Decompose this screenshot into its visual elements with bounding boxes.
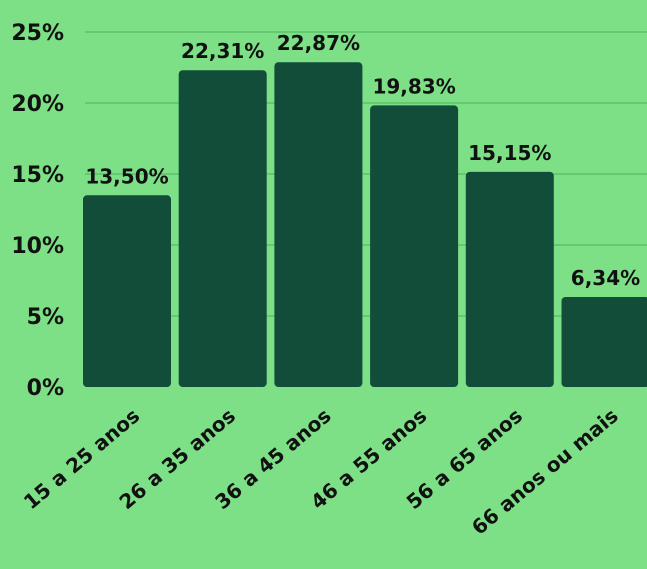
bar-3: [274, 62, 362, 387]
bar-6: [562, 297, 647, 387]
y-tick-label: 25%: [11, 21, 64, 46]
bar-4: [370, 105, 458, 387]
data-label: 6,34%: [571, 266, 640, 290]
bar-1: [83, 195, 171, 387]
y-tick-label: 5%: [27, 305, 64, 330]
y-tick-label: 15%: [11, 163, 64, 188]
bar-5: [466, 172, 554, 387]
y-tick-label: 20%: [11, 92, 64, 117]
y-tick-label: 10%: [11, 234, 64, 259]
bar-2: [179, 70, 267, 387]
data-label: 22,31%: [181, 39, 264, 63]
y-tick-label: 0%: [27, 376, 64, 401]
data-label: 13,50%: [85, 164, 168, 188]
data-label: 19,83%: [372, 74, 455, 98]
data-label: 22,87%: [277, 31, 360, 55]
y-axis-ticks: 0% 5% 10% 15% 20% 25%: [11, 21, 64, 401]
bars: [83, 62, 647, 387]
data-label: 15,15%: [468, 141, 551, 165]
